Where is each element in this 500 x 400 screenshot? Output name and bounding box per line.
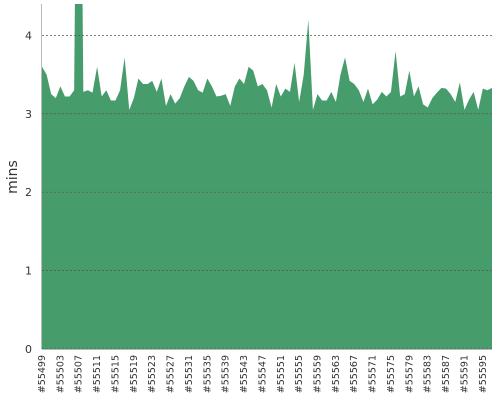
x-tick-label: #55499	[37, 355, 48, 393]
x-tick-label: #55571	[368, 355, 379, 393]
x-tick-label: #55527	[166, 355, 177, 393]
x-tick-label: #55503	[55, 355, 66, 393]
x-tick-label: #55555	[294, 355, 305, 393]
x-tick-label: #55531	[184, 355, 195, 393]
x-tick-label: #55587	[441, 355, 452, 393]
x-tick-label: #55523	[147, 355, 158, 393]
y-axis-label: mins	[5, 160, 21, 194]
x-tick-label: #55539	[221, 355, 232, 393]
x-tick-label: #55595	[478, 355, 489, 393]
x-tick-label: #55575	[386, 355, 397, 393]
x-tick-label: #55547	[257, 355, 268, 393]
x-tick-label: #55579	[404, 355, 415, 393]
y-tick-label: 0	[25, 343, 32, 356]
x-tick-label: #55583	[423, 355, 434, 393]
x-tick-label: #55507	[74, 355, 85, 393]
x-tick-label: #55543	[239, 355, 250, 393]
x-tick-label: #55567	[349, 355, 360, 393]
x-tick-label: #55515	[110, 355, 121, 393]
x-tick-label: #55559	[313, 355, 324, 393]
area	[42, 4, 492, 349]
x-tick-label: #55535	[202, 355, 213, 393]
x-tick-label: #55563	[331, 355, 342, 393]
y-tick-label: 3	[25, 108, 32, 121]
x-tick-label: #55591	[459, 355, 470, 393]
x-tick-label: #55511	[92, 355, 103, 393]
y-tick-label: 2	[25, 186, 32, 199]
x-tick-label: #55519	[129, 355, 140, 393]
x-tick-label: #55551	[276, 355, 287, 393]
y-tick-label: 1	[25, 265, 32, 278]
y-tick-label: 4	[25, 29, 32, 42]
